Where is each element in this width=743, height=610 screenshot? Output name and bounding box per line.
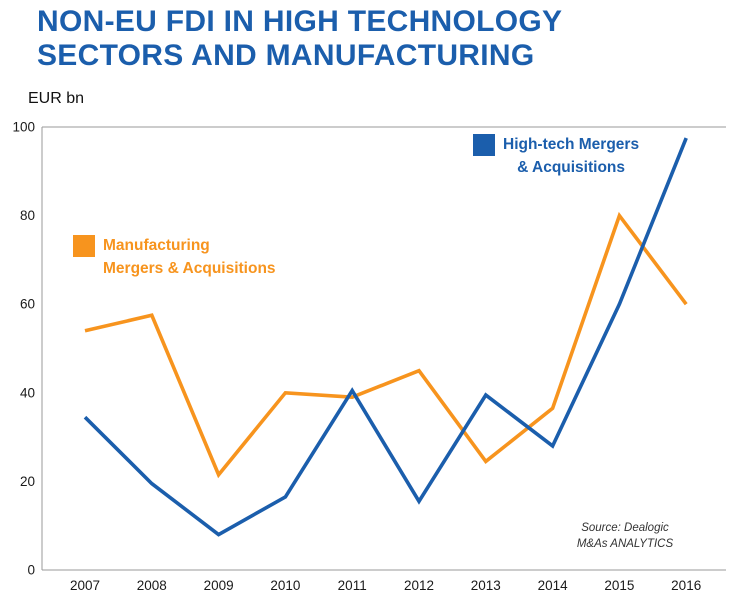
x-tick-label: 2015	[604, 578, 634, 593]
legend-label-manufacturing: Manufacturing Mergers & Acquisitions	[103, 234, 276, 281]
y-axis-unit-label: EUR bn	[28, 90, 85, 107]
y-tick-label: 40	[20, 385, 35, 400]
y-tick-label: 80	[20, 208, 35, 223]
x-tick-label: 2007	[70, 578, 100, 593]
source-note-line2: M&As ANALYTICS	[576, 538, 674, 551]
y-tick-label: 100	[12, 120, 35, 135]
series-line-0	[83, 137, 688, 537]
legend-manufacturing: Manufacturing Mergers & Acquisitions	[73, 234, 276, 281]
y-tick-label: 20	[20, 474, 35, 489]
source-note: Source: Dealogic M&As ANALYTICS	[555, 520, 695, 552]
legend-high-tech: High-tech Mergers & Acquisitions	[473, 133, 639, 180]
x-tick-label: 2013	[471, 578, 501, 593]
chart-title-line2: SECTORS AND MANUFACTURING	[37, 39, 535, 73]
legend-high-tech-line1: High-tech Mergers	[503, 136, 640, 153]
legend-manufacturing-line1: Manufacturing	[103, 237, 210, 254]
x-tick-label: 2011	[338, 578, 367, 593]
y-tick-label: 0	[27, 563, 35, 578]
legend-swatch-manufacturing-icon	[73, 235, 95, 257]
chart-title-line1: NON-EU FDI IN HIGH TECHNOLOGY	[37, 5, 563, 38]
legend-manufacturing-line2: Mergers & Acquisitions	[103, 260, 276, 278]
chart-title: NON-EU FDI IN HIGH TECHNOLOGY SECTORS AN…	[37, 5, 562, 73]
legend-high-tech-line2: & Acquisitions	[517, 159, 626, 177]
y-tick-label: 60	[20, 297, 35, 312]
source-note-line1: Source: Dealogic	[581, 522, 669, 534]
x-tick-label: 2014	[538, 578, 569, 593]
x-tick-label: 2008	[137, 578, 167, 593]
x-tick-label: 2012	[404, 578, 434, 593]
legend-label-high-tech: High-tech Mergers & Acquisitions	[503, 133, 639, 180]
x-tick-label: 2009	[204, 578, 234, 593]
x-tick-label: 2016	[671, 578, 701, 593]
legend-swatch-high-tech-icon	[473, 134, 495, 156]
series-line-1	[84, 211, 688, 479]
x-tick-label: 2010	[270, 578, 300, 593]
